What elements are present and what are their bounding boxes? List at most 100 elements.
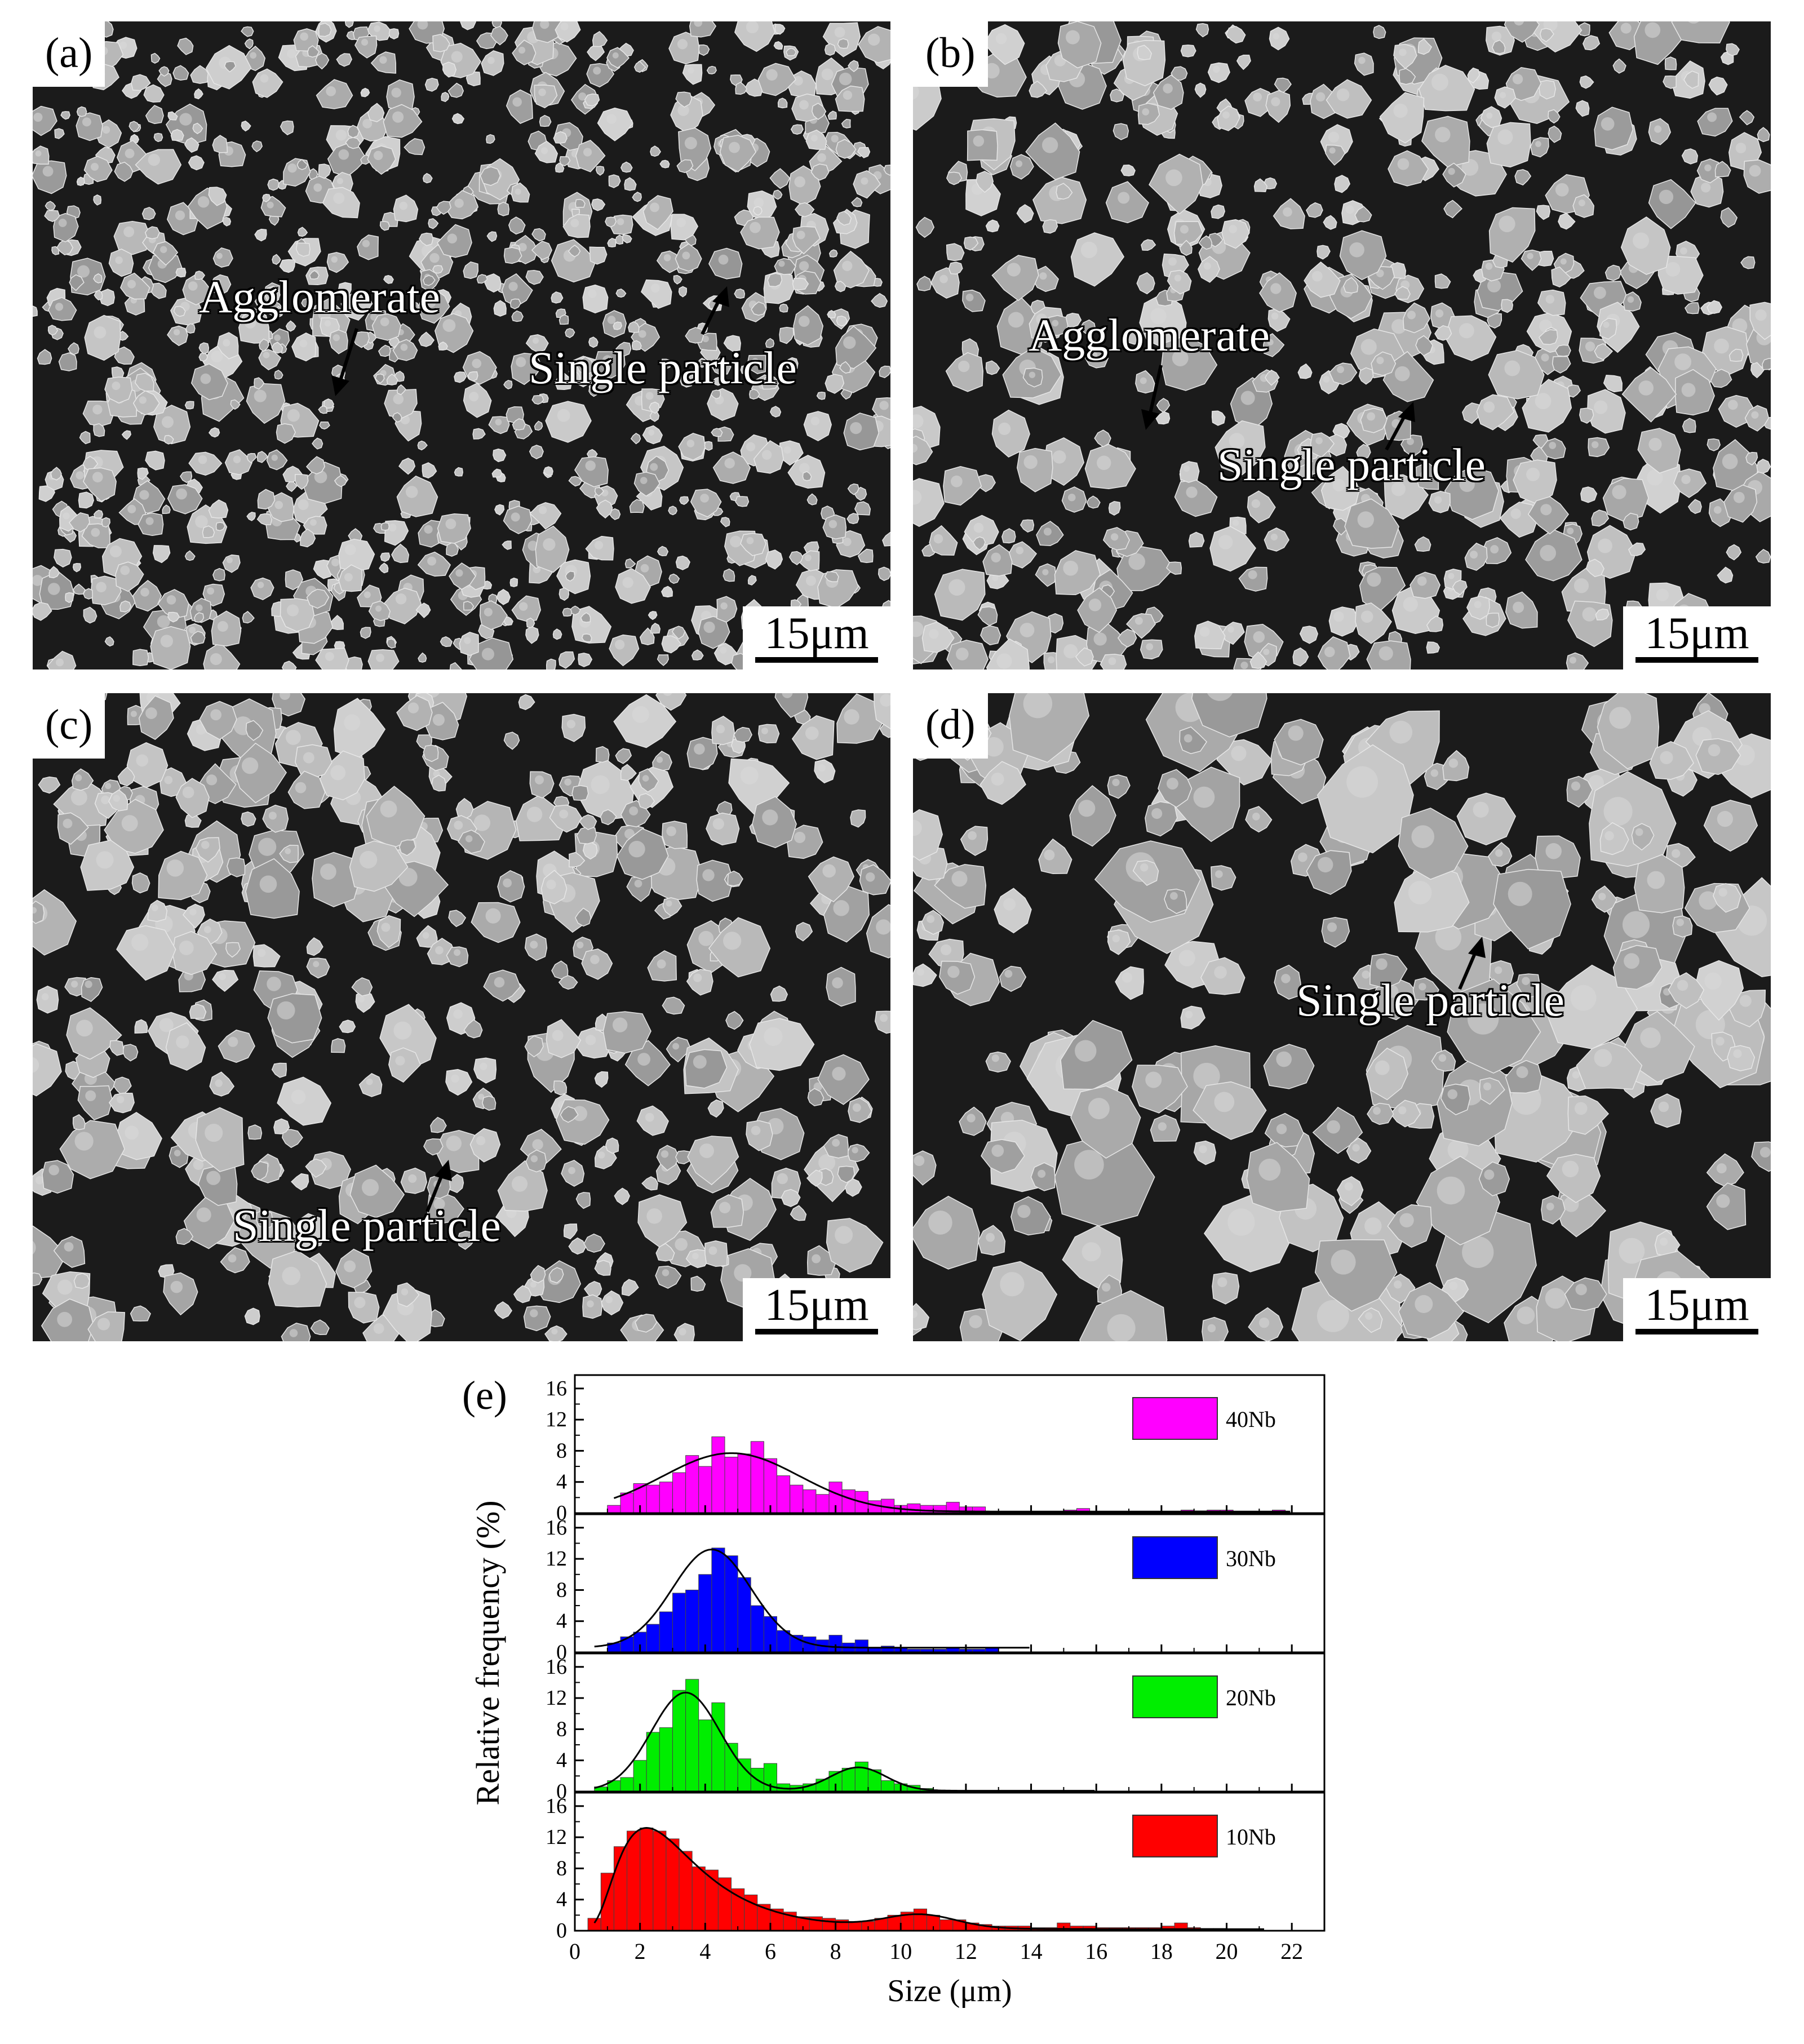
histogram-bar [731,1888,745,1931]
sem-panel-c: (c) Single particle 15μm [33,693,890,1341]
x-tick-label: 6 [765,1939,776,1964]
sem-panel-b: (b) Agglomerate Single particle 15μm [913,21,1771,669]
histogram-bar [613,1846,627,1931]
histogram-bar [646,1732,660,1792]
y-tick-label: 4 [556,1888,567,1912]
histogram-bar [659,1727,673,1792]
sem-image-c [33,693,890,1341]
arrow-line [425,1171,445,1213]
fit-curve [594,1548,1030,1649]
sem-panel-a: (a) Agglomerate Single particle 15μm [33,21,890,669]
histogram-bar [841,1768,856,1792]
y-tick-label: 0 [556,1780,567,1803]
histogram-bar [672,1472,686,1514]
y-tick-label: 16 [546,1655,567,1679]
histogram-bar [698,1574,712,1653]
histogram-bar [737,1577,751,1653]
y-tick-label: 12 [546,1686,567,1710]
x-tick-label: 8 [830,1939,841,1964]
arrows [1458,937,1486,990]
fit-curve [593,1826,1264,1930]
x-tick-label: 12 [955,1939,977,1964]
histogram-bar [854,1762,868,1792]
histogram-bar [822,1918,836,1931]
panel-label: (a) [33,21,105,87]
histogram-bar [803,1489,817,1514]
histogram-bar [750,1605,764,1653]
histogram-bar [737,1453,751,1514]
x-tick-label: 2 [635,1939,646,1964]
histogram-bar [854,1639,868,1653]
arrowhead [1141,409,1159,430]
histogram-bar [763,1458,778,1514]
legend-label: 30Nb [1226,1546,1276,1571]
sem-panel-d: (d) Single particle 15μm [913,693,1771,1341]
y-tick-label: 8 [556,1717,567,1741]
panel-frame [574,1792,1326,1932]
panel-frame [574,1374,1326,1514]
y-tick-label: 0 [556,1501,567,1525]
arrow-line [701,296,722,335]
histogram-bar [620,1777,634,1792]
histogram-panel-30Nb: 0 4 8 12 16 30Nb [546,1513,1326,1664]
annotation-agglomerate: Agglomerate [1029,309,1270,361]
histogram-bar [777,1475,791,1514]
histogram-panel-10Nb: 0 4 8 12 16 10Nb [546,1792,1326,1943]
histogram-bar [659,1482,673,1514]
histogram-bar [933,1505,947,1514]
histogram-bar [607,1505,621,1514]
annotation-single-particle: Single particle [1217,439,1486,490]
histogram-panel-20Nb: 0 4 8 12 16 20Nb [546,1652,1326,1803]
histogram-bar [627,1830,641,1931]
scale-bar: 15μm [743,606,890,669]
legend-label: 10Nb [1226,1824,1276,1850]
annotation-agglomerate: Agglomerate [199,271,441,322]
histogram-bar [724,1555,738,1653]
scale-bar-line [1635,657,1758,663]
legend-swatch [1132,1815,1218,1857]
y-axis-label: Relative frequency (%) [469,1500,506,1805]
y-tick-label: 12 [546,1825,567,1849]
histogram-bar [692,1866,706,1931]
annotation-single-particle: Single particle [233,1200,501,1251]
scale-bar-label: 15μm [764,1280,869,1330]
arrows [425,1160,452,1213]
histogram-bar [653,1830,667,1931]
histogram-bar [939,1919,954,1931]
y-tick-label: 4 [556,1749,567,1772]
y-tick-label: 4 [556,1470,567,1494]
x-axis-label: Size (μm) [887,1974,1012,2008]
panel-label: (d) [913,693,988,759]
legend-label: 20Nb [1226,1685,1276,1710]
x-tick-label: 14 [1020,1939,1043,1964]
size-distribution-chart: (e) 0 4 8 12 16 40Nb 0 4 8 12 16 30Nb 0 4 8 12 16 20Nb 0 4 8 1… [462,1373,1326,2008]
y-tick-label: 0 [556,1640,567,1664]
x-tick-label: 4 [699,1939,711,1964]
scale-bar-label: 15μm [764,609,869,658]
y-tick-label: 8 [556,1439,567,1462]
legend-swatch [1132,1397,1218,1440]
x-tick-label: 18 [1150,1939,1173,1964]
histogram-bar [698,1719,712,1792]
panel-frame [574,1513,1326,1653]
arrow-line [338,328,358,383]
y-tick-label: 12 [546,1408,567,1431]
histogram-bar [672,1593,686,1653]
histogram-bar [724,1457,738,1514]
arrow-line [1148,365,1163,416]
fit-curve [613,1452,1291,1513]
histogram-bar [646,1484,660,1514]
legend-label: 40Nb [1226,1407,1276,1432]
histogram-bar [867,1500,882,1514]
scale-bar: 15μm [743,1278,890,1341]
scale-bar-line [755,1329,878,1334]
annotation-single-particle: Single particle [1296,974,1564,1026]
annotation-single-particle: Single particle [529,342,797,393]
histogram-panel-40Nb: 0 4 8 12 16 40Nb [546,1374,1326,1525]
y-tick-label: 16 [546,1377,567,1400]
y-tick-label: 8 [556,1578,567,1602]
histogram-bar [920,1505,934,1514]
arrow-line [1458,948,1478,990]
histogram-bar [913,1908,928,1931]
y-tick-label: 16 [546,1516,567,1540]
